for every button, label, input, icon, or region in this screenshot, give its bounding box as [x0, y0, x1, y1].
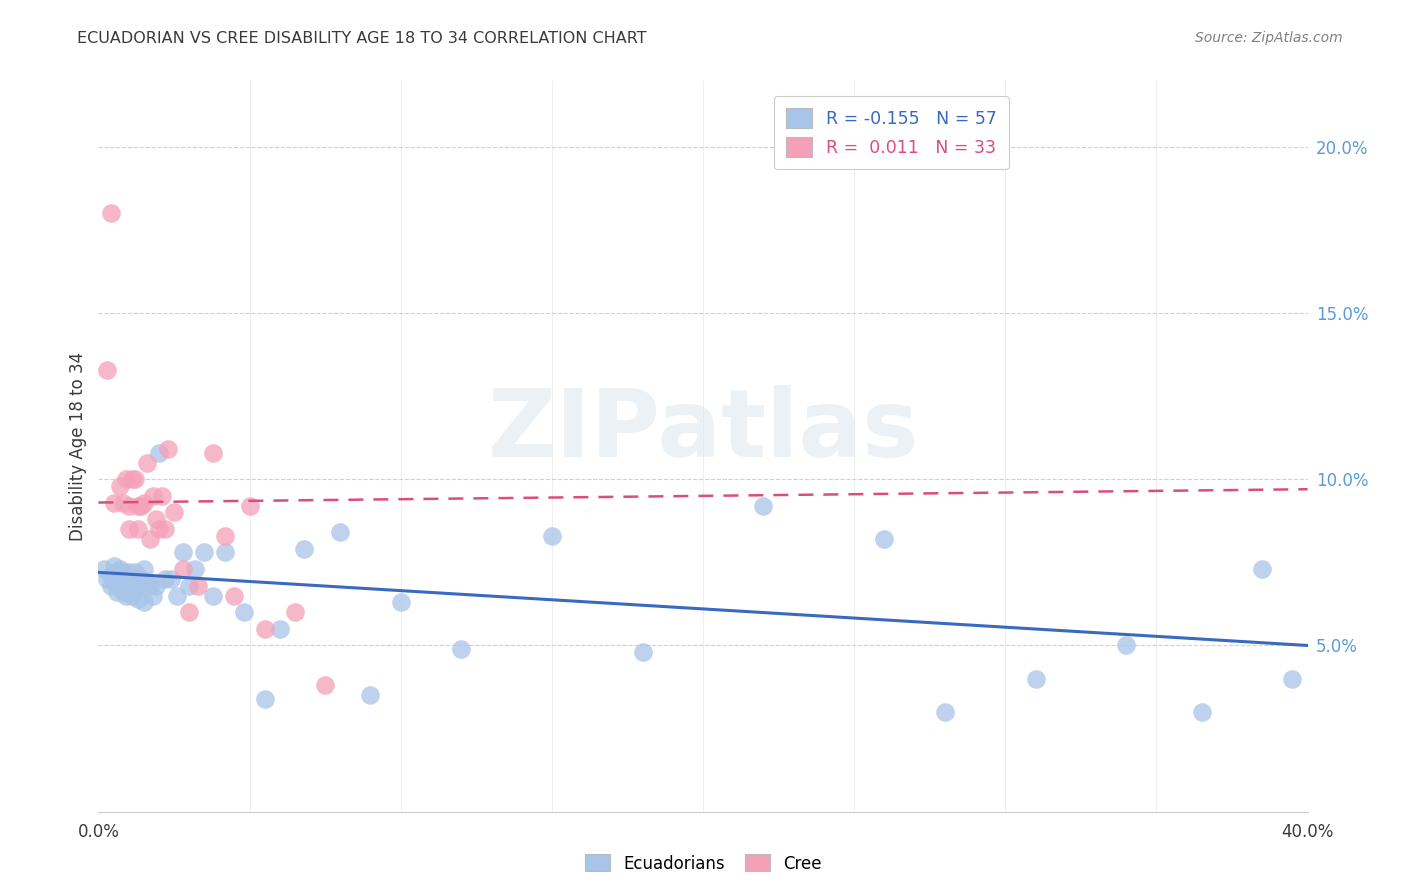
- Point: [142, 489, 165, 503]
- Point: [329, 525, 352, 540]
- Point: [179, 579, 201, 593]
- Point: [118, 566, 141, 580]
- Point: [1281, 672, 1303, 686]
- Point: [1024, 672, 1046, 686]
- Point: [100, 206, 122, 220]
- Point: [153, 522, 176, 536]
- Point: [166, 589, 188, 603]
- Point: [100, 568, 122, 582]
- Point: [145, 579, 167, 593]
- Point: [172, 562, 194, 576]
- Point: [148, 445, 170, 459]
- Point: [132, 495, 155, 509]
- Point: [105, 585, 128, 599]
- Point: [108, 479, 131, 493]
- Point: [121, 472, 143, 486]
- Point: [179, 605, 201, 619]
- Point: [253, 691, 276, 706]
- Point: [163, 506, 186, 520]
- Point: [103, 575, 125, 590]
- Point: [450, 641, 472, 656]
- Point: [132, 595, 155, 609]
- Point: [284, 605, 307, 619]
- Text: ZIPatlas: ZIPatlas: [488, 385, 918, 477]
- Point: [93, 562, 115, 576]
- Point: [139, 579, 162, 593]
- Point: [314, 678, 336, 692]
- Point: [269, 622, 291, 636]
- Point: [540, 529, 562, 543]
- Point: [121, 589, 143, 603]
- Point: [135, 575, 157, 590]
- Point: [103, 558, 125, 573]
- Point: [187, 579, 209, 593]
- Point: [135, 456, 157, 470]
- Point: [103, 495, 125, 509]
- Point: [127, 591, 149, 606]
- Point: [1115, 639, 1137, 653]
- Point: [142, 589, 165, 603]
- Text: ECUADORIAN VS CREE DISABILITY AGE 18 TO 34 CORRELATION CHART: ECUADORIAN VS CREE DISABILITY AGE 18 TO …: [77, 31, 647, 46]
- Point: [160, 572, 183, 586]
- Point: [752, 499, 775, 513]
- Point: [1251, 562, 1274, 576]
- Point: [156, 442, 179, 457]
- Point: [389, 595, 412, 609]
- Point: [232, 605, 254, 619]
- Point: [118, 579, 141, 593]
- Point: [360, 689, 382, 703]
- Point: [124, 566, 146, 580]
- Point: [108, 575, 131, 590]
- Point: [127, 499, 149, 513]
- Point: [145, 512, 167, 526]
- Point: [111, 566, 134, 580]
- Text: Source: ZipAtlas.com: Source: ZipAtlas.com: [1195, 31, 1343, 45]
- Point: [114, 472, 136, 486]
- Point: [100, 579, 122, 593]
- Point: [124, 472, 146, 486]
- Point: [224, 589, 246, 603]
- Point: [631, 645, 654, 659]
- Point: [108, 562, 131, 576]
- Point: [292, 542, 315, 557]
- Point: [129, 572, 152, 586]
- Point: [121, 572, 143, 586]
- Point: [127, 579, 149, 593]
- Point: [114, 589, 136, 603]
- Point: [253, 622, 276, 636]
- Point: [129, 499, 152, 513]
- Point: [124, 582, 146, 596]
- Point: [105, 566, 128, 580]
- Y-axis label: Disability Age 18 to 34: Disability Age 18 to 34: [69, 351, 87, 541]
- Point: [214, 529, 236, 543]
- Point: [118, 499, 141, 513]
- Point: [153, 572, 176, 586]
- Point: [114, 575, 136, 590]
- Point: [202, 589, 225, 603]
- Point: [111, 585, 134, 599]
- Point: [148, 522, 170, 536]
- Point: [111, 495, 134, 509]
- Point: [96, 572, 118, 586]
- Point: [132, 562, 155, 576]
- Point: [934, 705, 956, 719]
- Legend: Ecuadorians, Cree: Ecuadorians, Cree: [578, 847, 828, 880]
- Point: [239, 499, 262, 513]
- Point: [139, 532, 162, 546]
- Point: [1191, 705, 1213, 719]
- Legend: R = -0.155   N = 57, R =  0.011   N = 33: R = -0.155 N = 57, R = 0.011 N = 33: [773, 96, 1008, 169]
- Point: [202, 445, 225, 459]
- Point: [214, 545, 236, 559]
- Point: [127, 522, 149, 536]
- Point: [172, 545, 194, 559]
- Point: [184, 562, 207, 576]
- Point: [96, 362, 118, 376]
- Point: [118, 522, 141, 536]
- Point: [193, 545, 215, 559]
- Point: [150, 489, 173, 503]
- Point: [873, 532, 896, 546]
